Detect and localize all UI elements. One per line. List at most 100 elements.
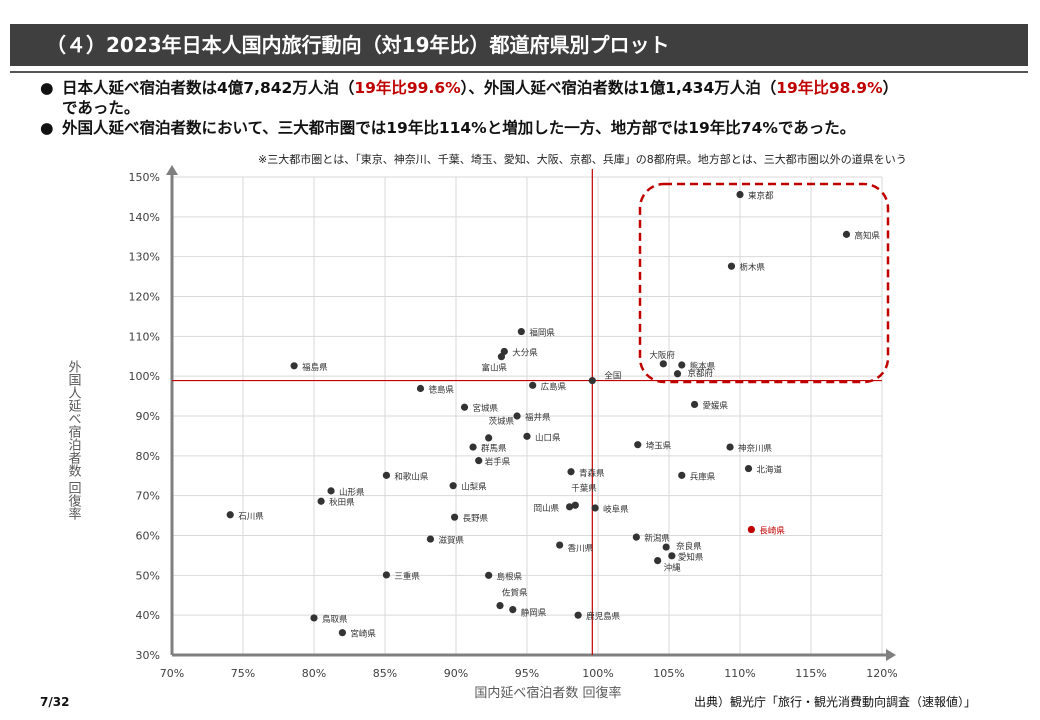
data-point <box>842 230 851 238</box>
point-label: 福岡県 <box>529 328 555 339</box>
data-point <box>678 361 686 369</box>
point-label: 香川県 <box>568 543 594 554</box>
y-tick-label: 100% <box>129 370 160 383</box>
y-tick-label: 150% <box>129 171 160 184</box>
point-label: 島根県 <box>497 571 523 582</box>
data-point <box>509 605 517 614</box>
point-label: 鳥取県 <box>322 614 348 625</box>
data-point <box>449 482 457 490</box>
bullet-1-highlight-b: 19年比98.9% <box>776 79 883 97</box>
data-point <box>485 571 493 579</box>
y-axis-arrow-icon <box>166 165 178 175</box>
point-label: 岐阜県 <box>603 504 629 515</box>
point-label: 山形県 <box>339 487 365 498</box>
x-tick-label: 75% <box>231 667 255 680</box>
y-axis-label: 外国人延べ宿泊者数 回復率 <box>66 360 82 521</box>
reference-lines <box>172 169 882 655</box>
point-label: 鹿児島県 <box>586 611 621 622</box>
data-point <box>566 503 574 511</box>
point-label: 愛媛県 <box>703 400 729 411</box>
bullet-2: ● 外国人延べ宿泊者数において、三大都市圏では19年比114%と増加した一方、地… <box>40 118 1025 138</box>
point-label: 福井県 <box>525 412 551 423</box>
point-label: 滋賀県 <box>438 535 464 546</box>
y-tick-label: 50% <box>136 569 160 582</box>
point-label: 全国 <box>604 371 621 382</box>
data-point <box>338 629 346 637</box>
title-divider <box>10 71 1028 73</box>
data-point <box>747 525 755 534</box>
bullet-1-text-a: 日本人延べ宿泊者数は4億7,842万人泊（ <box>62 79 355 97</box>
data-point <box>469 443 477 451</box>
point-label: 静岡県 <box>521 608 547 619</box>
bullet-dot-icon: ● <box>40 119 54 137</box>
point-label: 岩手県 <box>485 457 511 468</box>
point-label: 佐賀県 <box>502 588 528 599</box>
bullet-dot-icon: ● <box>40 79 54 97</box>
point-label: 新潟県 <box>644 533 670 544</box>
highlight-dashed-box <box>638 182 890 384</box>
y-tick-label: 60% <box>136 530 160 543</box>
point-label: 山口県 <box>535 432 561 443</box>
data-point <box>416 384 425 393</box>
data-point <box>726 443 734 451</box>
data-point <box>632 533 640 541</box>
point-label: 福島県 <box>302 362 328 373</box>
point-label: 宮崎県 <box>350 629 376 640</box>
point-label: 沖縄 <box>664 563 682 574</box>
x-tick-label: 105% <box>653 667 684 680</box>
y-tick-label: 80% <box>136 450 160 463</box>
y-tick-label: 70% <box>136 490 160 503</box>
point-label: 大分県 <box>512 347 538 358</box>
data-point <box>736 190 744 199</box>
data-point <box>382 471 391 479</box>
point-label: 富山県 <box>481 363 507 374</box>
definition-note: ※三大都市圏とは、「東京、神奈川、千葉、埼玉、愛知、大阪、京都、兵庫」の8都府県… <box>258 153 907 166</box>
data-point <box>662 543 670 551</box>
title-bar: （４）2023年日本人国内旅行動向（対19年比）都道府県別プロット <box>10 24 1028 66</box>
point-label: 大阪府 <box>649 350 675 361</box>
data-point <box>567 468 575 476</box>
point-label: 神奈川県 <box>738 443 773 454</box>
point-label: 愛知県 <box>678 552 704 563</box>
data-point <box>513 412 521 420</box>
point-label: 山梨県 <box>461 482 487 493</box>
data-point <box>450 513 459 521</box>
x-tick-label: 85% <box>373 667 397 680</box>
data-point <box>317 497 325 505</box>
point-label: 広島県 <box>541 381 567 392</box>
axis-layer: 30% 40% 50% 60% 70% 80% 90% 100% 110% 120% 130% 140… <box>129 165 898 680</box>
data-point <box>460 403 469 411</box>
y-tick-label: 140% <box>129 211 160 224</box>
data-point <box>574 611 582 619</box>
x-axis-arrow-icon <box>886 649 896 661</box>
data-point <box>497 353 506 361</box>
point-label: 茨城県 <box>489 416 515 427</box>
y-tick-label: 90% <box>136 410 160 423</box>
point-label: 宮城県 <box>473 403 499 414</box>
data-point <box>634 441 642 449</box>
bullet-1-text-b: ）、外国人延べ宿泊者数は1億1,434万人泊（ <box>460 79 777 97</box>
source-note: 出典）観光庁「旅行・観光消費動向調査（速報値）」 <box>694 695 977 709</box>
y-tick-label: 130% <box>129 251 160 264</box>
data-point <box>588 376 596 385</box>
bullet-1-highlight-a: 19年比99.6% <box>354 79 461 97</box>
point-label: 長崎県 <box>759 526 785 537</box>
point-label: 和歌山県 <box>394 471 429 482</box>
y-tick-label: 30% <box>136 649 160 662</box>
point-label: 青森県 <box>579 468 605 479</box>
data-point <box>727 262 736 270</box>
data-point <box>673 370 682 378</box>
data-point <box>290 362 298 370</box>
point-label: 栃木県 <box>739 262 765 273</box>
x-tick-label: 90% <box>444 667 468 680</box>
point-label: 徳島県 <box>429 385 455 396</box>
point-label: 兵庫県 <box>690 471 716 482</box>
data-point <box>310 614 318 622</box>
x-tick-label: 70% <box>160 667 184 680</box>
x-tick-label: 120% <box>866 667 897 680</box>
page-number: 7/32 <box>40 695 70 709</box>
data-point <box>517 327 525 336</box>
bullet-1: ● 日本人延べ宿泊者数は4億7,842万人泊（19年比99.6%）、外国人延べ宿… <box>40 78 1025 118</box>
